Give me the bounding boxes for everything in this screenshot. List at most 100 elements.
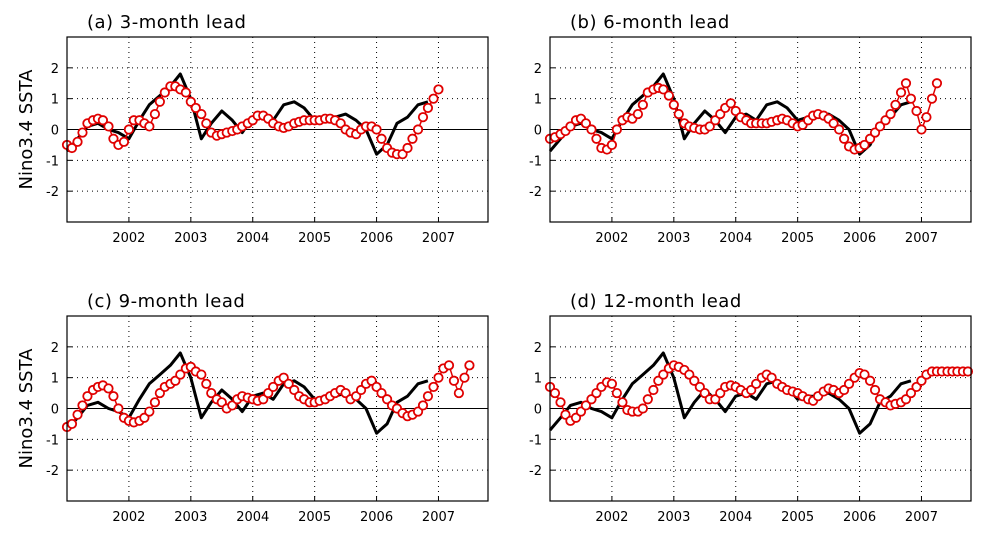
- panel-d: 2002 2003 2004 2005 2006 2007 -2 -1 0 1 2 (d) 12-mo…: [529, 291, 974, 525]
- forecast-point: [72, 136, 83, 147]
- forecast-point: [864, 375, 876, 386]
- forecast-point: [642, 394, 653, 405]
- forecast-point: [268, 381, 279, 393]
- forecast-point: [834, 124, 845, 135]
- panel-title: (b) 6-month lead: [570, 12, 730, 33]
- forecast-point: [751, 378, 762, 389]
- forecast-point: [118, 136, 130, 147]
- x-tick-label: 2002: [595, 231, 628, 246]
- forecast-point: [704, 121, 715, 132]
- x-tick-label: 2007: [905, 231, 938, 246]
- forecast-point: [637, 99, 648, 110]
- forecast-point: [175, 369, 186, 380]
- y-tick-label: -1: [529, 154, 542, 169]
- forecast-point: [201, 118, 212, 129]
- forecast-point: [97, 115, 109, 126]
- x-tick-label: 2002: [112, 510, 145, 525]
- forecast-point: [201, 378, 212, 389]
- x-tick-label: 2006: [843, 231, 876, 246]
- x-tick-label: 2005: [781, 231, 814, 246]
- y-axis-label: Nino3.4 SSTA: [16, 69, 37, 190]
- forecast-point: [433, 372, 444, 383]
- forecast-point: [376, 387, 387, 399]
- y-tick-label: -2: [46, 185, 59, 200]
- forecast-point: [611, 387, 622, 399]
- forecast-point: [648, 384, 659, 396]
- forecast-point: [422, 102, 434, 114]
- forecast-point: [838, 133, 850, 144]
- forecast-point: [66, 418, 78, 430]
- x-tick-label: 2006: [360, 231, 393, 246]
- x-tick-label: 2007: [422, 510, 455, 525]
- forecast-point: [448, 375, 460, 386]
- forecast-point: [113, 403, 124, 414]
- x-tick-label: 2007: [905, 510, 938, 525]
- forecast-point: [859, 369, 870, 380]
- y-tick-label: 0: [534, 124, 542, 139]
- y-tick-label: 0: [51, 403, 59, 418]
- forecast-point: [905, 93, 917, 104]
- plot-frame: [549, 315, 972, 502]
- plot-frame: [549, 36, 972, 223]
- panel-b: 2002 2003 2004 2005 2006 2007 -2 -1 0 1 2 (b) 6-mon…: [529, 12, 972, 246]
- forecast-point: [443, 360, 455, 371]
- forecast-point: [658, 369, 669, 380]
- forecast-point: [77, 127, 88, 138]
- forecast-point: [586, 124, 597, 135]
- forecast-point: [283, 378, 294, 389]
- x-tick-label: 2002: [112, 231, 145, 246]
- x-tick-label: 2005: [298, 231, 331, 246]
- y-tick-label: 0: [51, 124, 59, 139]
- forecast-point: [159, 87, 170, 98]
- forecast-point: [180, 87, 191, 98]
- panel-a: 2002 2003 2004 2005 2006 2007 -2 -1 0 1 2 (a) 3-mon…: [16, 12, 489, 246]
- y-tick-label: 0: [534, 403, 542, 418]
- forecast-point: [376, 133, 387, 144]
- y-tick-label: 1: [534, 372, 542, 387]
- forecast-point: [417, 112, 429, 123]
- forecast-point: [464, 360, 475, 371]
- y-tick-label: -2: [529, 185, 542, 200]
- plot-frame: [66, 36, 489, 223]
- forecast-point: [144, 121, 155, 132]
- forecast-point: [459, 372, 470, 383]
- forecast-point: [890, 99, 901, 110]
- forecast-point: [72, 409, 83, 420]
- forecast-point: [766, 372, 777, 383]
- forecast-point: [885, 108, 896, 120]
- forecast-point: [433, 84, 444, 95]
- forecast-point: [962, 366, 974, 377]
- observed-line: [548, 72, 912, 156]
- plot-frame: [66, 315, 489, 502]
- forecast-point: [453, 387, 465, 399]
- forecast-point: [123, 124, 135, 135]
- x-tick-label: 2005: [781, 510, 814, 525]
- forecast-point: [371, 124, 382, 135]
- x-tick-label: 2006: [360, 510, 393, 525]
- y-tick-label: -1: [46, 154, 59, 169]
- forecast-point: [921, 112, 932, 123]
- forecast-point: [580, 400, 592, 411]
- forecast-point: [658, 84, 669, 95]
- forecast-point: [900, 78, 912, 89]
- forecast-point: [931, 78, 943, 89]
- forecast-point: [149, 397, 161, 408]
- x-tick-label: 2004: [719, 231, 752, 246]
- y-tick-label: 2: [534, 62, 542, 77]
- x-tick-label: 2007: [422, 231, 455, 246]
- x-tick-label: 2005: [298, 510, 331, 525]
- forecast-point: [428, 93, 439, 104]
- forecast-point: [843, 378, 855, 389]
- forecast-point: [555, 397, 566, 408]
- y-tick-label: 2: [534, 341, 542, 356]
- forecast-point: [668, 99, 679, 110]
- observed-line: [548, 351, 912, 435]
- forecast-point: [206, 387, 217, 399]
- forecast-point: [673, 108, 684, 120]
- x-tick-label: 2003: [174, 510, 207, 525]
- forecast-point: [725, 98, 736, 109]
- forecast-point: [417, 400, 429, 411]
- forecast-point: [916, 124, 927, 135]
- forecast-point: [689, 375, 700, 386]
- forecast-point: [859, 139, 870, 151]
